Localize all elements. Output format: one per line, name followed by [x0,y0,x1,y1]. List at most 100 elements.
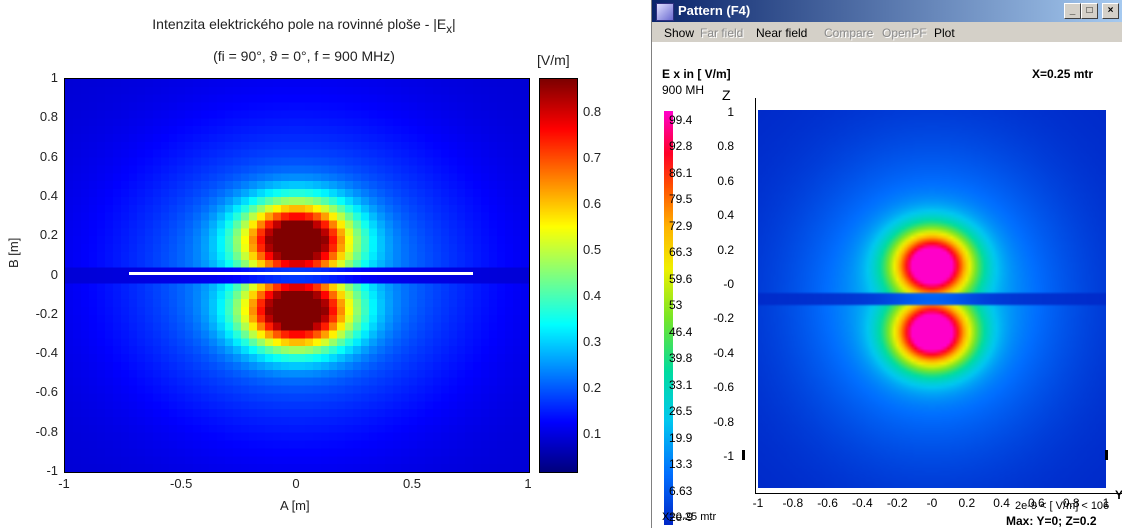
near-field-plot [758,110,1106,488]
colorbar-tick-label: 0.8 [583,104,602,119]
y-tick-label: -0.4 [35,345,58,361]
legend-value-label: 6.63 [669,483,693,498]
range-readout: 2e-9 < [ V/m] < 106 [1015,500,1110,512]
legend-value-label: 66.3 [669,245,693,260]
y-tick-label: 0.2 [39,227,58,243]
legend-value-label: 39.8 [669,351,693,366]
menu-near-field[interactable]: Near field [756,26,808,40]
y-tick-label: 0.4 [39,187,58,203]
legend-value-label: 26.5 [669,404,693,419]
colorbar-unit: [V/m] [537,52,570,68]
y-tick-label: 0.6 [1028,496,1045,510]
z-tick-label: 0.6 [717,173,734,188]
x-tick-label: 0 [292,476,300,491]
near-field-canvas [758,110,1106,488]
title-end: | [452,16,456,32]
y-tick-label: -0.8 [35,423,58,439]
field-label: E x in [ V/m] [662,67,731,81]
z-tick-label: -0.2 [713,311,734,326]
legend-colorbar [664,111,673,525]
y-axis-label: B [m] [6,237,21,268]
figure-title: Intenzita elektrického pole na rovinné p… [64,16,544,36]
y-axis-letter: Y [1115,488,1122,502]
bottom-x-readout: X=0.25 mtr [662,511,717,523]
y-tick-label: -1 [46,463,58,478]
z-tick-label: 0.2 [717,242,734,257]
legend-value-label: 13.3 [669,457,693,472]
y-tick-label: -0.6 [817,496,838,510]
legend-value-label: 79.5 [669,192,693,207]
legend-value-label: 72.9 [669,218,693,233]
y-tick-label: -0.4 [852,496,873,510]
pattern-window: Pattern (F4) _ □ × Show Far field Near f… [651,0,1122,528]
z-tick-label: -0.4 [713,345,734,360]
y-tick-label: -0.8 [782,496,804,510]
z-tick-label: 1 [727,105,734,119]
menu-bar: Show Far field Near field Compare OpenPF… [652,22,1122,42]
colorbar-tick-label: 0.1 [583,426,602,441]
z-tick-label: 0.8 [717,139,734,154]
z-axis-label: Z [722,87,731,103]
y-tick-label: 0.6 [39,148,58,164]
legend-value-label: 33.1 [669,377,693,392]
legend-value-label: 2e-9 [669,510,694,524]
colorbar-tick-label: 0.3 [583,334,602,349]
title-subscript: x [446,22,453,36]
plot-area: E x in [ V/m] 900 MH X=0.25 mtr Z 1 0.8 0.… [652,42,1122,528]
close-button[interactable]: × [1102,3,1119,19]
y-tick-label: 0.8 [39,109,58,125]
app-icon [656,3,674,21]
y-tick-label: -0.2 [886,496,908,510]
file-label: Example1.out [660,526,738,528]
menu-openpf[interactable]: OpenPF [882,26,927,40]
y-tick-label: 0.8 [1062,496,1080,510]
z-axis-line [755,98,756,494]
figure-subtitle: (fi = 90°, ϑ = 0°, f = 900 MHz) [213,48,395,64]
y-tick-label: 1 [50,70,58,85]
axis-marker-right [1105,450,1108,460]
colorbar-tick-label: 0.6 [583,196,602,211]
y-tick-label: -0 [926,496,938,510]
x-tick-label: -0.5 [170,476,193,491]
legend-value-label: 86.1 [669,165,693,180]
y-tick-label: -0.2 [35,305,58,321]
x-readout: X=0.25 mtr [1032,67,1094,81]
y-tick-label: 0.4 [993,496,1010,510]
y-tick-label: 1 [1102,496,1110,510]
window-titlebar[interactable]: Pattern (F4) _ □ × [652,0,1122,22]
legend-colorbar-canvas [664,111,673,525]
colorbar [539,78,578,473]
z-tick-label: -1 [723,449,734,463]
y-tick-label: 0 [50,266,58,282]
x-tick-label: 1 [524,476,532,491]
legend-value-label: 46.4 [669,324,693,339]
y-tick-label: -0.6 [35,384,58,400]
menu-show[interactable]: Show [664,26,695,40]
heatmap-canvas [65,79,529,472]
y-tick-label: -1 [752,496,764,510]
y-axis-line [755,493,1122,494]
x-tick-label: -1 [58,476,70,491]
colorbar-tick-label: 0.2 [583,380,602,395]
maximize-button[interactable]: □ [1081,3,1098,19]
legend-value-label: 92.8 [669,139,693,154]
colorbar-tick-label: 0.4 [583,288,602,303]
max-readout: Max: Y=0; Z=0.2 [1006,514,1097,528]
axis-marker-left [742,450,745,460]
legend-value-label: 53 [669,298,683,313]
colorbar-tick-label: 0.5 [583,242,602,257]
minimize-button[interactable]: _ [1064,3,1081,19]
menu-plot[interactable]: Plot [934,26,955,40]
legend-value-label: 19.9 [669,430,693,445]
legend-value-label: 59.6 [669,271,693,286]
antenna-line [129,272,473,275]
y-tick-label: 0.2 [958,496,976,510]
colorbar-tick-label: 0.7 [583,150,602,165]
z-tick-label: -0 [723,277,734,291]
z-tick-label: 0.4 [717,208,734,223]
menu-far-field[interactable]: Far field [700,26,744,40]
z-tick-label: -0.6 [713,380,734,395]
menu-compare[interactable]: Compare [824,26,874,40]
z-tick-label: -0.8 [713,414,734,429]
frequency-label: 900 MH [662,83,705,97]
